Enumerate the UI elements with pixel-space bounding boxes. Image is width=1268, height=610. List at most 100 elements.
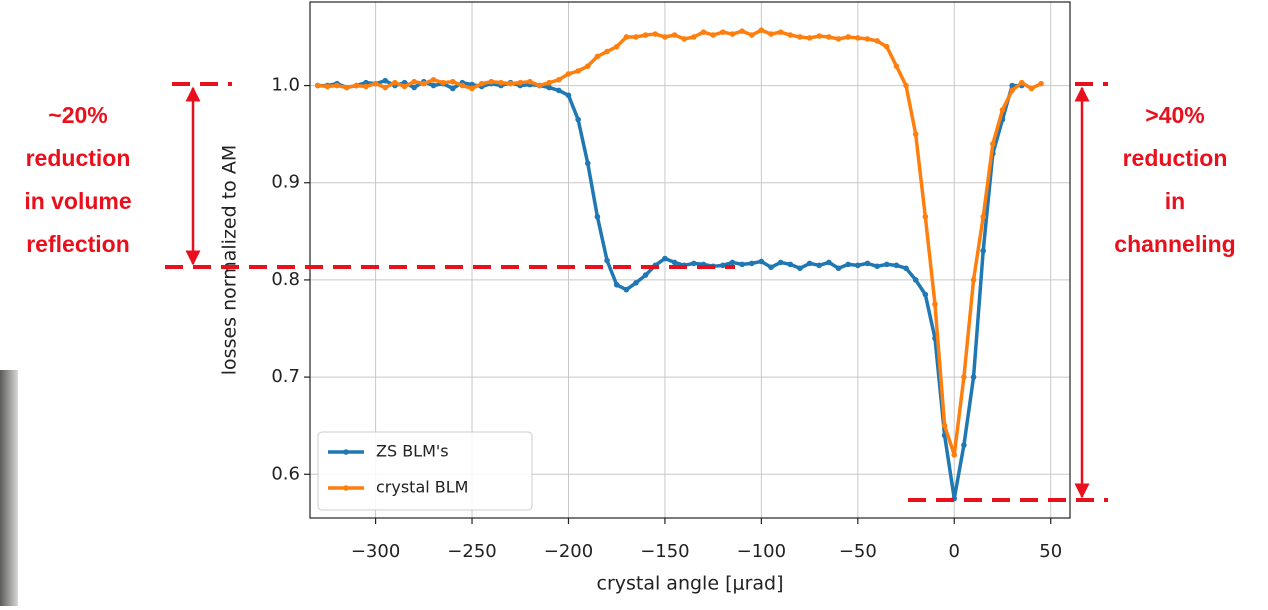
x-tick-label: −300	[351, 541, 400, 562]
marker	[469, 85, 475, 92]
marker	[903, 265, 909, 272]
marker	[652, 31, 659, 37]
marker	[633, 34, 639, 40]
marker	[536, 82, 543, 89]
marker	[671, 32, 678, 38]
y-tick-label: 0.8	[271, 269, 300, 290]
marker	[556, 87, 562, 94]
marker	[710, 32, 716, 38]
marker	[768, 264, 774, 271]
annotation: reflection	[26, 231, 130, 257]
marker	[662, 34, 668, 40]
marker	[401, 83, 408, 90]
marker	[922, 213, 929, 220]
marker	[382, 84, 389, 91]
marker	[729, 259, 736, 266]
marker	[845, 34, 851, 40]
marker	[961, 442, 967, 448]
marker	[623, 286, 630, 293]
marker	[691, 34, 697, 40]
marker	[729, 31, 736, 37]
marker	[961, 374, 967, 380]
annotation: in	[1165, 188, 1185, 214]
annotation: in volume	[24, 188, 131, 214]
marker	[565, 92, 572, 99]
annotation: reduction	[1123, 145, 1228, 171]
marker	[353, 82, 360, 89]
marker	[1028, 85, 1035, 92]
x-tick-label: −150	[640, 541, 689, 562]
marker	[864, 36, 871, 42]
marker	[951, 452, 958, 458]
legend-marker	[343, 449, 349, 455]
marker	[642, 32, 649, 38]
marker	[681, 36, 688, 42]
marker	[922, 291, 929, 298]
marker	[613, 43, 620, 50]
marker	[440, 79, 446, 86]
line	[317, 28, 1042, 457]
marker	[970, 277, 977, 283]
marker	[816, 33, 823, 39]
marker	[584, 160, 591, 167]
marker	[806, 260, 813, 267]
marker	[527, 78, 533, 85]
marker	[671, 259, 678, 266]
marker	[314, 82, 321, 89]
annotation: >40%	[1145, 102, 1204, 128]
marker	[739, 28, 745, 34]
marker	[874, 38, 880, 44]
marker	[777, 259, 784, 266]
marker	[768, 31, 774, 37]
marker	[980, 213, 986, 220]
y-axis-label: losses normalized to AM	[219, 145, 241, 375]
x-tick-label: −250	[447, 541, 496, 562]
marker	[1009, 87, 1015, 94]
marker	[855, 262, 861, 269]
marker	[623, 34, 630, 40]
x-tick-label: −100	[737, 541, 786, 562]
y-tick-label: 0.7	[271, 366, 300, 387]
marker	[797, 265, 803, 272]
marker	[575, 68, 581, 74]
marker	[1018, 79, 1025, 86]
marker	[990, 141, 996, 147]
marker	[449, 85, 456, 92]
marker	[556, 76, 562, 83]
marker	[855, 35, 861, 41]
marker	[816, 262, 823, 269]
marker	[748, 260, 755, 267]
marker	[498, 79, 504, 86]
marker	[604, 48, 610, 55]
marker	[517, 79, 524, 86]
marker	[421, 80, 427, 87]
side-image	[0, 370, 18, 606]
marker	[613, 281, 620, 288]
marker	[758, 258, 765, 265]
marker	[941, 422, 948, 429]
marker	[739, 261, 745, 268]
marker	[835, 36, 842, 42]
marker	[912, 131, 919, 137]
marker	[411, 84, 417, 91]
marker	[691, 260, 697, 267]
x-axis-label: crystal angle [μrad]	[597, 573, 784, 595]
marker	[748, 32, 755, 38]
marker	[382, 77, 389, 84]
marker	[826, 259, 832, 266]
legend: ZS BLM's crystal BLM	[317, 431, 533, 511]
marker	[883, 261, 890, 268]
marker	[411, 78, 417, 85]
marker	[700, 29, 707, 35]
legend-label: crystal BLM	[376, 478, 468, 497]
marker	[430, 76, 437, 83]
guides	[165, 82, 1108, 502]
marker	[1038, 80, 1044, 87]
plot-area: −300 −250 −200 −150 −100 −50 0 50 0.6 0.7 0.8 0.9 1.…	[271, 1, 1071, 562]
marker	[970, 374, 977, 380]
marker	[343, 84, 350, 91]
plot-frame	[309, 1, 1071, 519]
marker	[324, 83, 331, 90]
marker	[932, 301, 938, 308]
marker	[719, 262, 726, 269]
